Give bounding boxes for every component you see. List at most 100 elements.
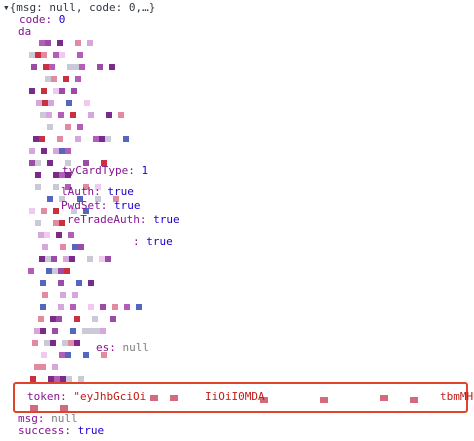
- redaction-pixel: [72, 244, 78, 250]
- redaction-pixel: [59, 148, 65, 154]
- redaction-pixel: [101, 160, 107, 166]
- redaction-pixel: [40, 304, 46, 310]
- redaction-pixel: [31, 64, 37, 70]
- redaction-pixel: [118, 112, 124, 118]
- redaction-pixel: [65, 184, 71, 190]
- redaction-pixel: [105, 136, 111, 142]
- redaction-pixel: [53, 184, 59, 190]
- redaction-pixel: [42, 292, 48, 298]
- redaction-pixel: [83, 184, 89, 190]
- redaction-pixel: [64, 268, 70, 274]
- property-value: 0: [58, 13, 66, 26]
- redaction-pixel: [47, 124, 53, 130]
- object-header[interactable]: ▾{msg: null, code: 0,…}: [3, 1, 156, 14]
- redaction-pixel: [63, 76, 69, 82]
- redaction-pixel: [112, 304, 118, 310]
- redaction-pixel: [110, 316, 116, 322]
- property-value: tbmMHUh: [440, 390, 474, 403]
- redaction-pixel: [101, 352, 107, 358]
- redaction-pixel: [32, 340, 38, 346]
- redaction-pixel: [100, 304, 106, 310]
- redaction-pixel: [35, 160, 41, 166]
- redaction-pixel: [78, 376, 84, 382]
- redaction-pixel: [88, 112, 94, 118]
- redaction-pixel: [77, 52, 83, 58]
- redaction-pixel: [124, 304, 130, 310]
- redaction-pixel: [410, 397, 418, 403]
- property-value: null: [122, 341, 150, 354]
- redaction-pixel: [39, 40, 45, 46]
- redaction-pixel: [29, 88, 35, 94]
- redaction-pixel: [92, 316, 98, 322]
- redaction-pixel: [53, 172, 59, 178]
- redaction-pixel: [380, 395, 388, 401]
- redaction-pixel: [63, 256, 69, 262]
- highlight-box: [13, 382, 468, 413]
- redaction-pixel: [52, 364, 58, 370]
- redaction-pixel: [71, 88, 77, 94]
- redaction-pixel: [53, 88, 59, 94]
- redaction-pixel: [57, 136, 63, 142]
- property-line: da: [18, 25, 31, 38]
- redaction-pixel: [59, 220, 65, 226]
- redaction-pixel: [77, 196, 83, 202]
- redaction-pixel: [44, 232, 50, 238]
- redaction-pixel: [82, 328, 88, 334]
- property-value: true: [153, 213, 180, 226]
- redaction-pixel: [150, 395, 158, 401]
- redaction-pixel: [93, 136, 99, 142]
- redaction-pixel: [75, 136, 81, 142]
- redaction-pixel: [59, 352, 65, 358]
- redaction-pixel: [34, 364, 40, 370]
- redaction-pixel: [75, 40, 81, 46]
- redaction-pixel: [95, 184, 101, 190]
- property-line: tyCardType: 1: [62, 164, 148, 177]
- redaction-pixel: [41, 352, 47, 358]
- redaction-pixel: [70, 304, 76, 310]
- redaction-pixel: [41, 52, 47, 58]
- redaction-pixel: [38, 232, 44, 238]
- property-key: :: [133, 235, 140, 248]
- redaction-pixel: [48, 376, 54, 382]
- redaction-pixel: [58, 268, 64, 274]
- property-key: tyCardType:: [62, 164, 135, 177]
- redaction-pixel: [60, 292, 66, 298]
- redaction-pixel: [78, 244, 84, 250]
- property-value: "eyJhbGciOi: [73, 390, 147, 403]
- redaction-pixel: [69, 256, 75, 262]
- property-value: IiOiI0MDA: [205, 390, 265, 403]
- redaction-pixel: [41, 88, 47, 94]
- property-value: true: [113, 199, 141, 212]
- redaction-pixel: [88, 328, 94, 334]
- redaction-pixel: [65, 160, 71, 166]
- redaction-pixel: [60, 405, 68, 411]
- redaction-pixel: [74, 340, 80, 346]
- redaction-pixel: [35, 220, 41, 226]
- redaction-pixel: [38, 316, 44, 322]
- property-line: token: "eyJhbGciOi: [27, 390, 146, 403]
- property-key: success:: [18, 424, 71, 437]
- redaction-pixel: [65, 124, 71, 130]
- redaction-pixel: [53, 148, 59, 154]
- redaction-pixel: [34, 328, 40, 334]
- redaction-pixel: [71, 208, 77, 214]
- redaction-pixel: [52, 268, 58, 274]
- redaction-pixel: [65, 172, 71, 178]
- redaction-pixel: [113, 196, 119, 202]
- redaction-pixel: [67, 64, 73, 70]
- redaction-pixel: [75, 76, 81, 82]
- redaction-pixel: [59, 196, 65, 202]
- property-line: reTradeAuth: true: [67, 213, 180, 226]
- redaction-pixel: [45, 40, 51, 46]
- redaction-pixel: [43, 64, 49, 70]
- redaction-pixel: [95, 196, 101, 202]
- redaction-pixel: [109, 64, 115, 70]
- redaction-pixel: [35, 184, 41, 190]
- redaction-pixel: [60, 376, 66, 382]
- property-line: tbmMHUh: [440, 390, 474, 403]
- redaction-pixel: [70, 112, 76, 118]
- property-value: true: [77, 424, 105, 437]
- redaction-pixel: [47, 196, 53, 202]
- redaction-pixel: [70, 328, 76, 334]
